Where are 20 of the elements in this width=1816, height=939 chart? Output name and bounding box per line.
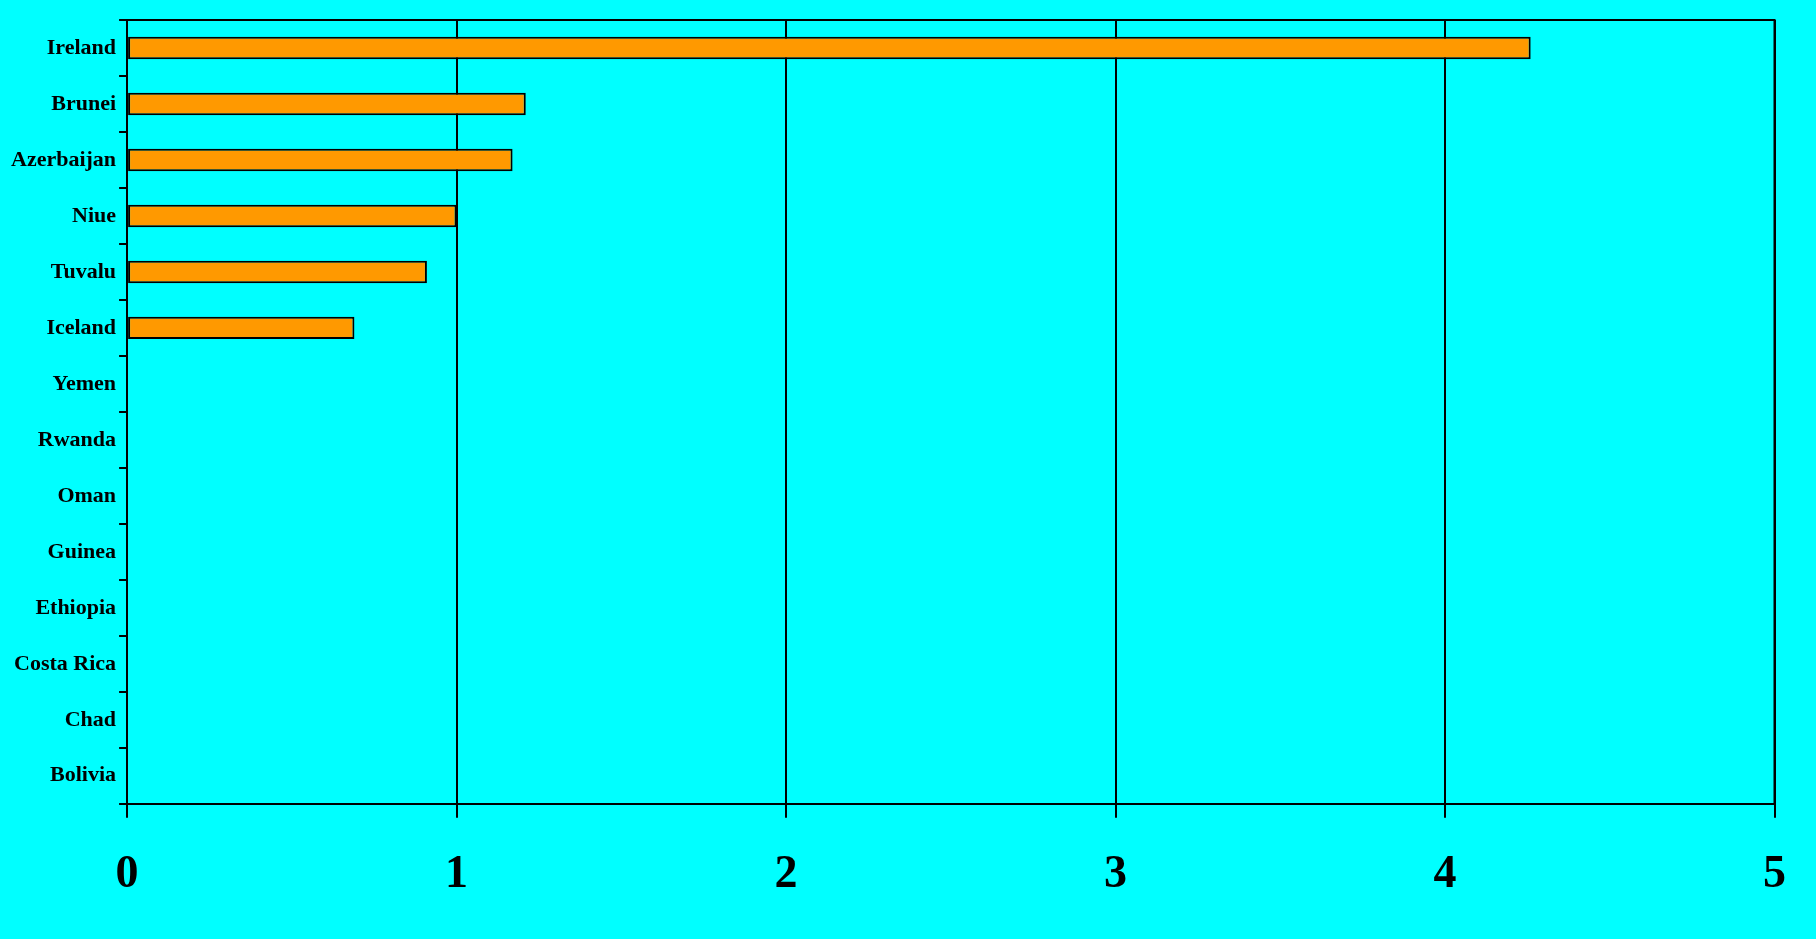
x-tick-label: 1 (445, 846, 469, 898)
y-tick-label: Costa Rica (14, 649, 117, 675)
y-tick-label: Rwanda (37, 425, 117, 451)
y-tick-label: Brunei (51, 89, 117, 115)
y-tick-label: Ethiopia (35, 593, 117, 619)
x-tick-label: 2 (774, 846, 798, 898)
y-tick-label: Chad (64, 705, 117, 731)
y-tick-label: Yemen (52, 369, 117, 395)
y-tick-label: Oman (57, 481, 117, 507)
y-tick-label: Iceland (46, 313, 117, 339)
x-tick-label: 3 (1104, 846, 1128, 898)
x-tick-label: 0 (115, 846, 139, 898)
x-tick-label: 5 (1763, 846, 1786, 898)
y-tick-label: Guinea (47, 537, 117, 563)
y-tick-label: Bolivia (50, 761, 117, 787)
y-tick-label: Ireland (46, 33, 117, 59)
y-tick-label: Azerbaijan (11, 145, 117, 171)
y-tick-label: Tuvalu (50, 257, 117, 283)
x-tick-label: 4 (1433, 846, 1457, 898)
y-tick-label: Niue (72, 201, 117, 227)
